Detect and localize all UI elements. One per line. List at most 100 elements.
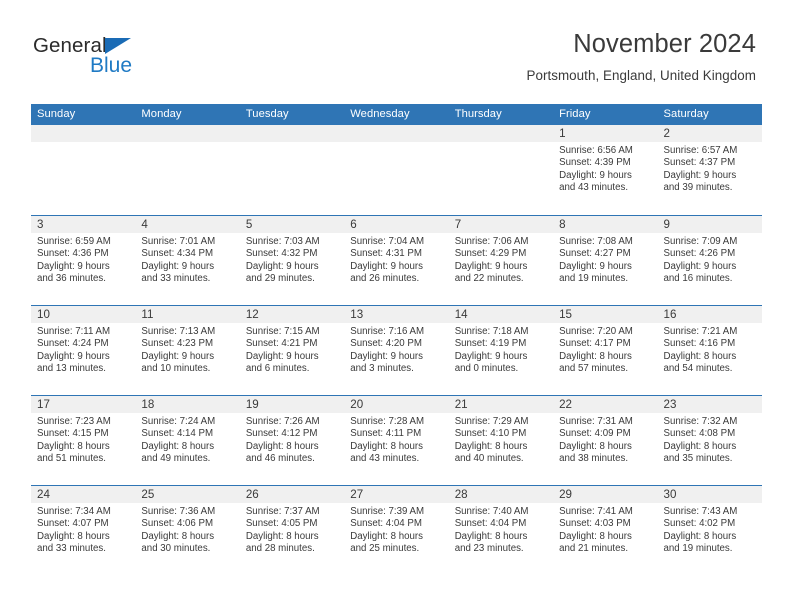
day-sun-info: Sunrise: 7:39 AM Sunset: 4:04 PM Daylight:… — [344, 503, 448, 556]
day-number-strip — [135, 216, 240, 233]
sunset-time: Sunset: 4:20 PM — [350, 338, 422, 350]
day-sun-info: Sunrise: 7:13 AM Sunset: 4:23 PM Daylight:… — [135, 323, 239, 376]
day-number: 8 — [559, 218, 566, 231]
calendar-day-cell[interactable]: 1 Sunrise: 6:56 AM Sunset: 4:39 PM Daylight… — [553, 125, 658, 215]
sunset-time: Sunset: 4:29 PM — [454, 248, 527, 260]
sunset-time: Sunset: 4:09 PM — [559, 428, 631, 440]
calendar-day-cell[interactable]: 27 Sunrise: 7:39 AM Sunset: 4:04 PM Dayligh… — [344, 486, 449, 575]
day-number: 29 — [559, 488, 573, 501]
day-number-strip — [448, 486, 554, 503]
calendar-day-cell[interactable]: 17 Sunrise: 7:23 AM Sunset: 4:15 PM Dayligh… — [31, 396, 136, 485]
calendar-day-cell[interactable]: 5 Sunrise: 7:03 AM Sunset: 4:32 PM Daylight… — [239, 216, 345, 305]
page-subtitle: Portsmouth, England, United Kingdom — [526, 68, 756, 84]
calendar-day-cell[interactable]: 16 Sunrise: 7:21 AM Sunset: 4:16 PM Dayligh… — [657, 306, 762, 395]
daylight-duration-line2: and 57 minutes. — [559, 363, 629, 375]
day-number: 1 — [559, 127, 566, 140]
day-sun-info: Sunrise: 7:11 AM Sunset: 4:24 PM Daylight:… — [31, 323, 135, 376]
daylight-duration-line2: and 51 minutes. — [37, 453, 106, 465]
calendar-day-cell[interactable]: 21 Sunrise: 7:29 AM Sunset: 4:10 PM Dayligh… — [448, 396, 554, 485]
day-sun-info: Sunrise: 6:59 AM Sunset: 4:36 PM Daylight:… — [31, 233, 135, 286]
day-number-strip — [135, 396, 240, 413]
calendar-week-row: 17 Sunrise: 7:23 AM Sunset: 4:15 PM Dayligh… — [31, 395, 762, 485]
daylight-duration-line1: Daylight: 8 hours — [663, 350, 737, 362]
daylight-duration-line2: and 21 minutes. — [559, 543, 629, 555]
daylight-duration-line2: and 49 minutes. — [141, 453, 211, 465]
calendar-day-cell[interactable]: 23 Sunrise: 7:32 AM Sunset: 4:08 PM Dayligh… — [657, 396, 762, 485]
calendar-day-cell[interactable]: 28 Sunrise: 7:40 AM Sunset: 4:04 PM Dayligh… — [448, 486, 554, 575]
day-number: 18 — [141, 398, 155, 411]
calendar-day-cell[interactable]: 7 Sunrise: 7:06 AM Sunset: 4:29 PM Daylight… — [448, 216, 554, 305]
daylight-duration-line1: Daylight: 8 hours — [245, 440, 319, 452]
daylight-duration-line1: Daylight: 9 hours — [141, 350, 215, 362]
day-sun-info: Sunrise: 7:21 AM Sunset: 4:16 PM Daylight:… — [658, 323, 762, 376]
calendar-day-cell[interactable]: 11 Sunrise: 7:13 AM Sunset: 4:23 PM Dayligh… — [135, 306, 240, 395]
calendar-day-cell[interactable]: 8 Sunrise: 7:08 AM Sunset: 4:27 PM Daylight… — [553, 216, 658, 305]
day-sun-info: Sunrise: 7:28 AM Sunset: 4:11 PM Daylight:… — [344, 413, 448, 466]
calendar-day-cell[interactable]: 29 Sunrise: 7:41 AM Sunset: 4:03 PM Dayligh… — [553, 486, 658, 575]
calendar-day-cell[interactable]: 13 Sunrise: 7:16 AM Sunset: 4:20 PM Dayligh… — [344, 306, 449, 395]
day-number-strip — [239, 125, 345, 142]
day-number-strip — [239, 396, 345, 413]
calendar-day-cell[interactable]: 2 Sunrise: 6:57 AM Sunset: 4:37 PM Daylight… — [657, 125, 762, 215]
daylight-duration-line1: Daylight: 9 hours — [245, 260, 319, 272]
day-number-strip — [448, 125, 554, 142]
calendar-day-cell[interactable]: 4 Sunrise: 7:01 AM Sunset: 4:34 PM Daylight… — [135, 216, 240, 305]
sunset-time: Sunset: 4:19 PM — [454, 338, 527, 350]
day-number-strip — [31, 396, 136, 413]
daylight-duration-line1: Daylight: 8 hours — [663, 530, 737, 542]
day-sun-info: Sunrise: 7:36 AM Sunset: 4:06 PM Daylight:… — [135, 503, 239, 556]
calendar-day-cell[interactable]: 20 Sunrise: 7:28 AM Sunset: 4:11 PM Dayligh… — [344, 396, 449, 485]
calendar-day-cell[interactable]: 12 Sunrise: 7:15 AM Sunset: 4:21 PM Dayligh… — [239, 306, 345, 395]
calendar-day-cell[interactable]: 26 Sunrise: 7:37 AM Sunset: 4:05 PM Dayligh… — [239, 486, 345, 575]
day-number: 30 — [663, 488, 677, 501]
day-number: 20 — [350, 398, 364, 411]
calendar-day-cell[interactable]: 22 Sunrise: 7:31 AM Sunset: 4:09 PM Dayligh… — [553, 396, 658, 485]
calendar-day-cell[interactable]: 24 Sunrise: 7:34 AM Sunset: 4:07 PM Dayligh… — [31, 486, 136, 575]
calendar-day-cell[interactable]: 25 Sunrise: 7:36 AM Sunset: 4:06 PM Dayligh… — [135, 486, 240, 575]
calendar-day-cell[interactable]: 19 Sunrise: 7:26 AM Sunset: 4:12 PM Dayligh… — [239, 396, 345, 485]
calendar-day-cell[interactable]: 30 Sunrise: 7:43 AM Sunset: 4:02 PM Dayligh… — [657, 486, 762, 575]
calendar-day-cell[interactable]: 10 Sunrise: 7:11 AM Sunset: 4:24 PM Dayligh… — [31, 306, 136, 395]
daylight-duration-line1: Daylight: 8 hours — [141, 440, 215, 452]
calendar-day-cell[interactable]: 14 Sunrise: 7:18 AM Sunset: 4:19 PM Dayligh… — [448, 306, 554, 395]
calendar-day-cell[interactable]: 3 Sunrise: 6:59 AM Sunset: 4:36 PM Daylight… — [31, 216, 136, 305]
day-number: 7 — [454, 218, 462, 231]
day-number-strip — [657, 125, 762, 142]
daylight-duration-line1: Daylight: 8 hours — [141, 530, 215, 542]
page-header: General Blue November 2024 Portsmouth, E… — [0, 0, 792, 100]
calendar-day-cell-empty — [135, 125, 240, 215]
day-number-strip — [239, 306, 345, 323]
daylight-duration-line2: and 25 minutes. — [350, 543, 420, 555]
calendar-day-cell[interactable]: 9 Sunrise: 7:09 AM Sunset: 4:26 PM Daylight… — [657, 216, 762, 305]
sunrise-time: Sunrise: 7:26 AM — [245, 416, 320, 427]
day-sun-info: Sunrise: 7:31 AM Sunset: 4:09 PM Daylight:… — [553, 413, 657, 466]
weekday-header-tuesday: Tuesday — [245, 108, 289, 120]
calendar-day-cell[interactable]: 6 Sunrise: 7:04 AM Sunset: 4:31 PM Daylight… — [344, 216, 449, 305]
daylight-duration-line2: and 43 minutes. — [350, 453, 420, 465]
daylight-duration-line2: and 43 minutes. — [559, 182, 629, 194]
day-number: 21 — [454, 398, 468, 411]
daylight-duration-line2: and 54 minutes. — [663, 363, 733, 375]
daylight-duration-line2: and 33 minutes. — [37, 543, 106, 555]
daylight-duration-line2: and 19 minutes. — [559, 273, 629, 285]
sunset-time: Sunset: 4:17 PM — [559, 338, 631, 350]
day-number: 9 — [663, 218, 670, 231]
day-number-strip — [135, 125, 240, 142]
day-sun-info: Sunrise: 7:15 AM Sunset: 4:21 PM Daylight:… — [240, 323, 344, 376]
calendar-day-cell-empty — [448, 125, 554, 215]
weekday-header-saturday: Saturday — [663, 108, 709, 120]
weekday-header-row: Sunday Monday Tuesday Wednesday Thursday… — [31, 104, 762, 125]
day-number: 26 — [245, 488, 259, 501]
sunrise-time: Sunrise: 7:20 AM — [559, 326, 633, 337]
day-sun-info: Sunrise: 7:24 AM Sunset: 4:14 PM Daylight:… — [135, 413, 239, 466]
sunrise-time: Sunrise: 7:28 AM — [350, 416, 425, 427]
calendar-week-row: 1 Sunrise: 6:56 AM Sunset: 4:39 PM Daylight… — [31, 125, 762, 215]
day-number-strip — [344, 396, 449, 413]
calendar-day-cell[interactable]: 15 Sunrise: 7:20 AM Sunset: 4:17 PM Dayligh… — [553, 306, 658, 395]
sunrise-time: Sunrise: 7:43 AM — [663, 506, 738, 517]
weekday-header-thursday: Thursday — [454, 108, 502, 120]
logo-text-general: General — [33, 34, 107, 57]
sunrise-time: Sunrise: 7:37 AM — [245, 506, 320, 517]
calendar-day-cell[interactable]: 18 Sunrise: 7:24 AM Sunset: 4:14 PM Dayligh… — [135, 396, 240, 485]
generalblue-logo[interactable]: General Blue — [33, 34, 213, 84]
